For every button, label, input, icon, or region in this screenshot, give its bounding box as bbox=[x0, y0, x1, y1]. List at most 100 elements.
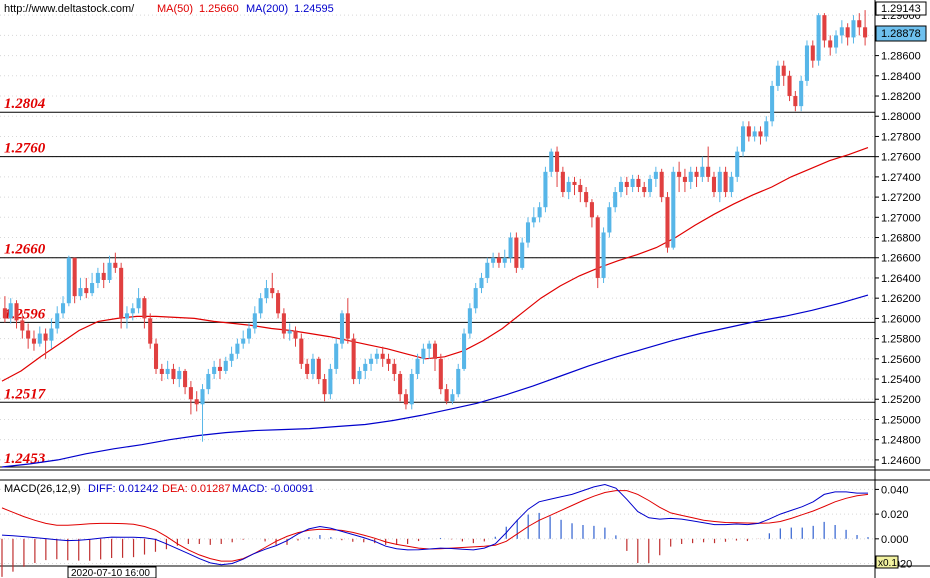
candle-body bbox=[206, 373, 211, 390]
candle-body bbox=[223, 360, 228, 371]
site-url: http://www.deltastock.com/ bbox=[4, 3, 135, 15]
candle-body bbox=[601, 232, 606, 278]
candle-body bbox=[148, 318, 153, 344]
candle-body bbox=[584, 192, 589, 203]
price-tick-label: 1.28000 bbox=[881, 111, 921, 123]
candle-body bbox=[711, 176, 717, 193]
candle-body bbox=[531, 217, 536, 223]
candle-body bbox=[153, 343, 159, 369]
candle-body bbox=[334, 343, 339, 369]
price-tick-label: 1.25800 bbox=[881, 334, 921, 346]
candle-body bbox=[589, 202, 594, 218]
candle-body bbox=[374, 353, 379, 359]
candle-body bbox=[653, 171, 658, 179]
candle-body bbox=[270, 288, 275, 294]
candle-body bbox=[444, 389, 449, 402]
candle-body bbox=[543, 171, 548, 208]
price-tick-label: 1.27000 bbox=[881, 212, 921, 224]
candle-body bbox=[403, 394, 408, 405]
candle-body bbox=[136, 298, 141, 309]
candle-body bbox=[729, 176, 734, 193]
candle-body bbox=[618, 181, 624, 193]
candle-body bbox=[781, 65, 786, 76]
price-tick-label: 1.25400 bbox=[881, 374, 921, 386]
candle-body bbox=[804, 45, 810, 81]
candle-body bbox=[398, 373, 403, 395]
candle-body bbox=[246, 328, 252, 339]
candle-body bbox=[60, 303, 66, 314]
candle-body bbox=[717, 171, 722, 193]
candle-body bbox=[78, 288, 83, 297]
candle-body bbox=[124, 313, 129, 319]
candle-body bbox=[276, 293, 281, 314]
candle-body bbox=[566, 181, 571, 193]
candle-body bbox=[520, 242, 525, 268]
candle-body bbox=[188, 387, 193, 400]
candle-body bbox=[665, 197, 670, 248]
candle-body bbox=[485, 262, 490, 278]
candle-body bbox=[479, 277, 484, 289]
candle-body bbox=[432, 343, 438, 359]
candle-body bbox=[281, 313, 286, 334]
price-tick-label: 1.26200 bbox=[881, 293, 921, 305]
candle-body bbox=[130, 308, 135, 314]
level-label: 1.2517 bbox=[4, 386, 46, 402]
candle-body bbox=[287, 330, 292, 334]
candle-body bbox=[351, 338, 356, 380]
candle-body bbox=[84, 288, 89, 294]
candle-body bbox=[427, 343, 432, 349]
candle-body bbox=[607, 207, 612, 233]
zoom-label: x0.1 bbox=[878, 558, 897, 569]
candle-body bbox=[630, 178, 635, 187]
candle-body bbox=[514, 237, 519, 268]
candle-body bbox=[572, 181, 577, 185]
candle-body bbox=[95, 272, 100, 284]
candle-body bbox=[764, 121, 769, 137]
candle-body bbox=[473, 288, 478, 309]
candle-body bbox=[770, 85, 775, 122]
price-tick-label: 1.27800 bbox=[881, 131, 921, 143]
candle-body bbox=[741, 126, 746, 152]
candle-body bbox=[595, 217, 600, 278]
price-tick-label: 1.24600 bbox=[881, 455, 921, 467]
candle-body bbox=[299, 338, 304, 364]
price-tick-label: 1.27600 bbox=[881, 152, 921, 164]
candle-body bbox=[537, 207, 542, 218]
candle-body bbox=[648, 178, 653, 193]
macd-diff-value: DIFF: 0.01242 bbox=[88, 483, 158, 495]
candle-body bbox=[799, 80, 804, 107]
candle-body bbox=[787, 75, 792, 97]
candle-body bbox=[462, 333, 467, 369]
candle-body bbox=[613, 192, 618, 208]
candle-body bbox=[833, 35, 839, 48]
candle-body bbox=[525, 222, 531, 243]
candle-body bbox=[694, 171, 699, 177]
candle-body bbox=[200, 389, 205, 405]
price-tick-label: 1.24800 bbox=[881, 435, 921, 447]
candle-body bbox=[159, 368, 164, 374]
candle-body bbox=[339, 313, 345, 344]
candle-body bbox=[252, 313, 257, 329]
candle-body bbox=[450, 394, 455, 402]
candle-body bbox=[746, 126, 751, 137]
ma50-value: 1.25660 bbox=[199, 3, 239, 15]
candle-body bbox=[101, 272, 106, 280]
price-tick-label: 1.28200 bbox=[881, 91, 921, 103]
candle-body bbox=[793, 96, 798, 107]
candlesticks bbox=[2, 10, 868, 442]
candle-body bbox=[107, 262, 112, 280]
candle-body bbox=[828, 40, 833, 48]
candle-body bbox=[380, 353, 385, 359]
candle-body bbox=[642, 186, 647, 193]
candle-body bbox=[165, 368, 170, 374]
candle-body bbox=[735, 151, 740, 177]
candle-body bbox=[241, 338, 246, 344]
ma50-label: MA(50) bbox=[157, 3, 193, 15]
price-tick-label: 1.26600 bbox=[881, 253, 921, 265]
zoom-button[interactable] bbox=[875, 555, 899, 569]
price-tick-label: 1.28400 bbox=[881, 71, 921, 83]
candle-body bbox=[758, 131, 763, 137]
macd-tick-label: 0.040 bbox=[881, 484, 909, 496]
candle-body bbox=[706, 166, 711, 177]
